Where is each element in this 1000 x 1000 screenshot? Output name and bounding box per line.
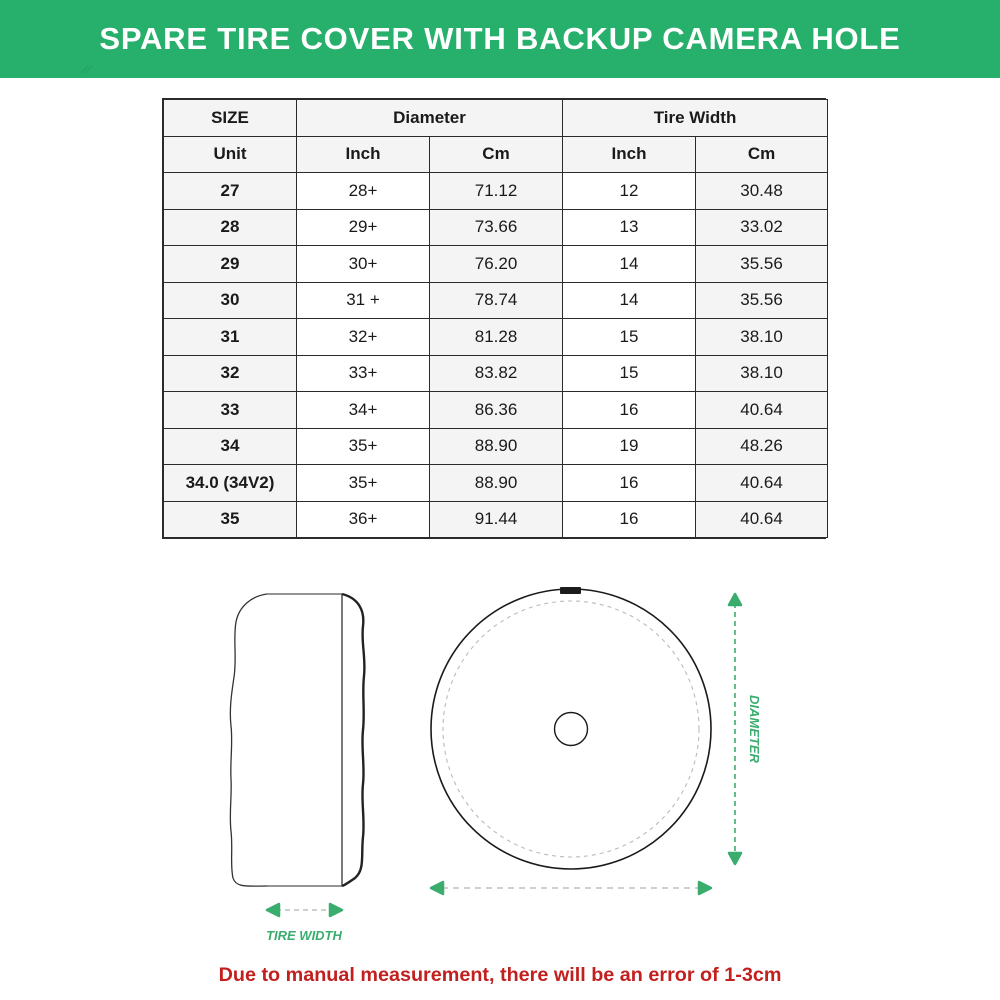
svg-text:TIRE WIDTH: TIRE WIDTH [266,928,342,943]
svg-text:DIAMETER: DIAMETER [747,695,762,764]
